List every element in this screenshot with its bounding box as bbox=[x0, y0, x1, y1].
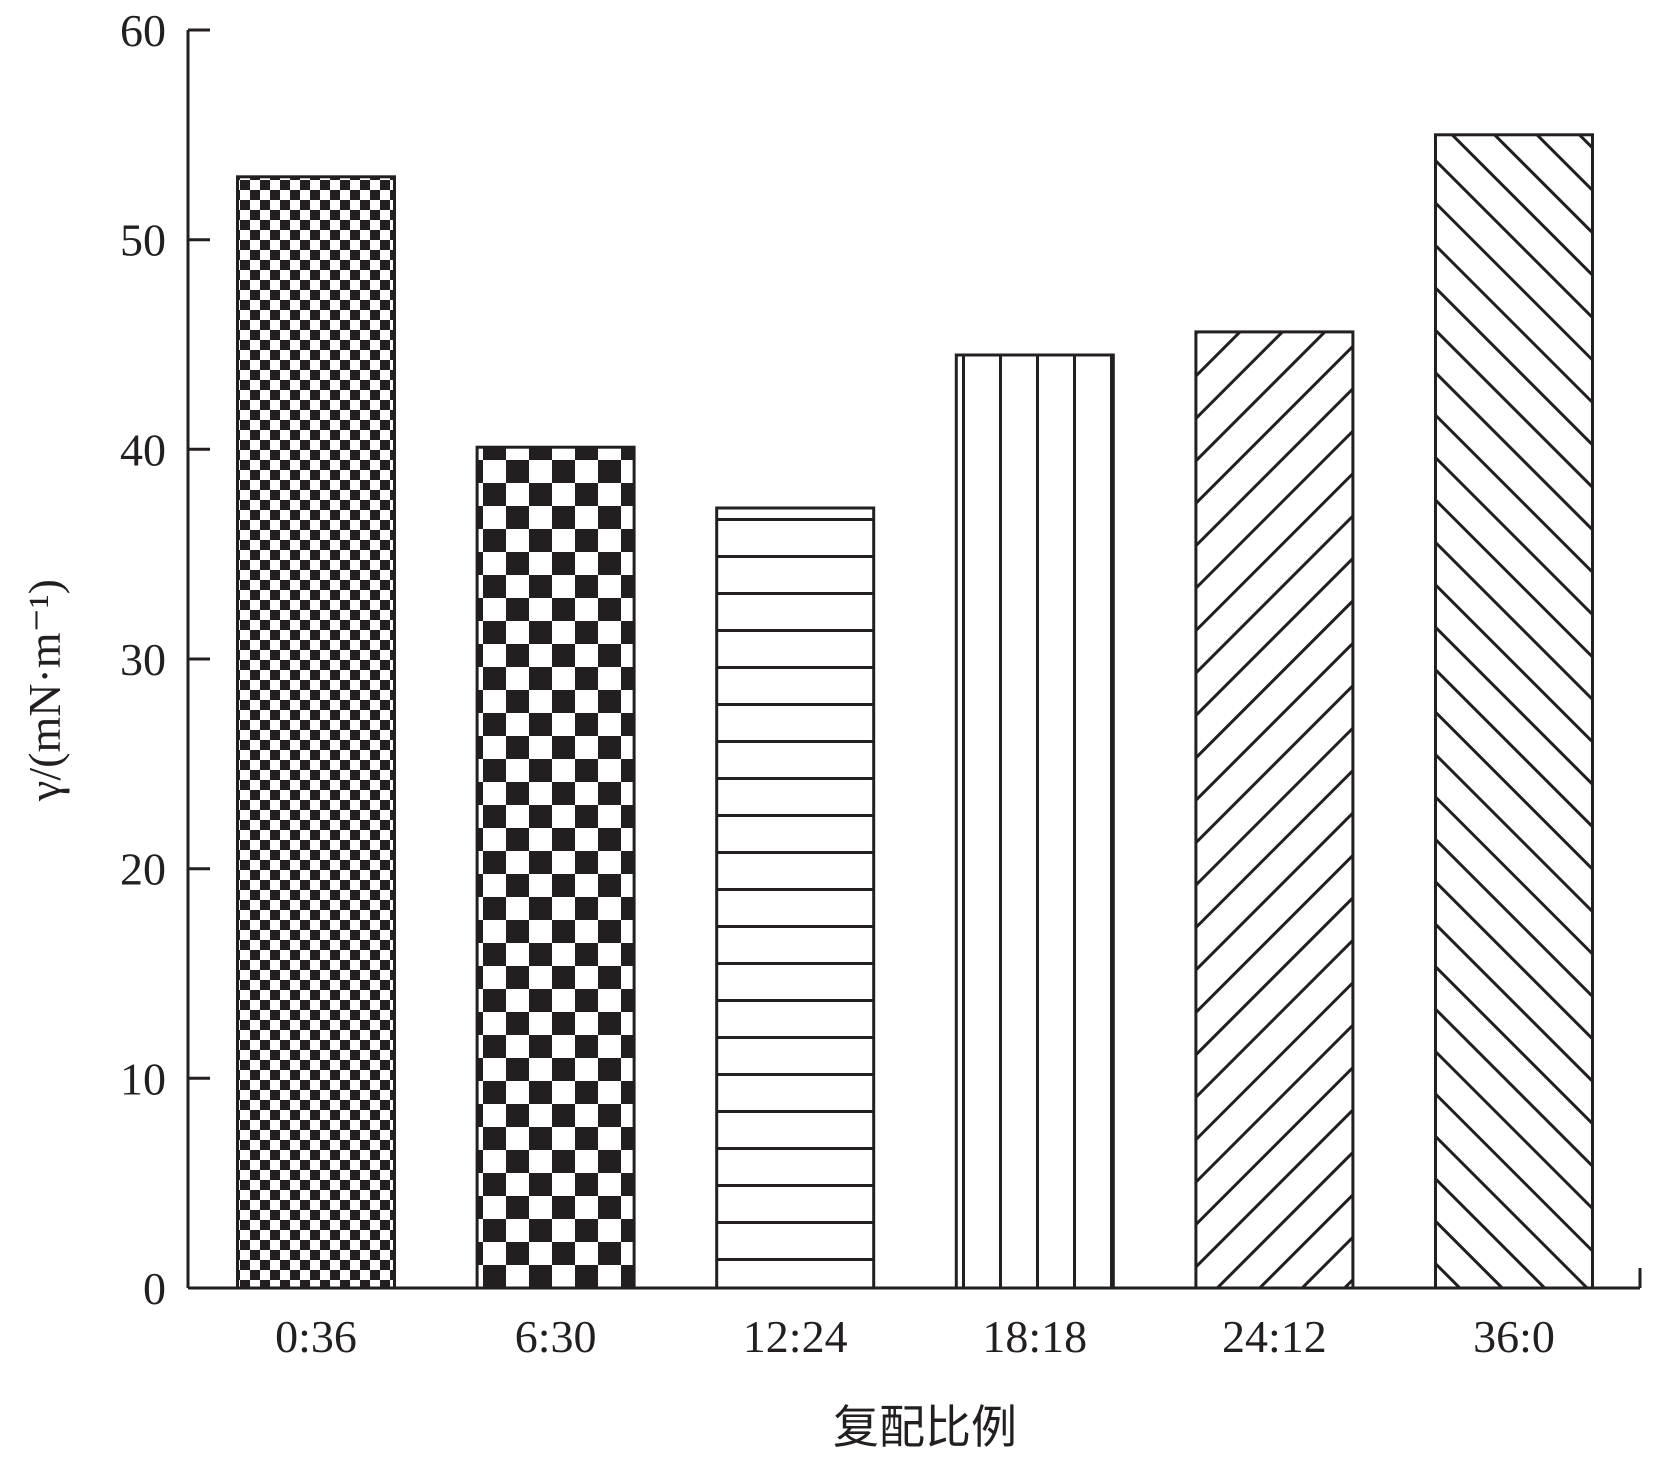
x-tick-label: 0:36 bbox=[275, 1311, 357, 1362]
x-tick-label: 18:18 bbox=[982, 1311, 1087, 1362]
labels-layer: 0:36 6:30 12:24 18:18 24:12 36:0 0 10 20 30 40 50 60 bbox=[120, 5, 1555, 1362]
x-axis-title: 复配比例 bbox=[833, 1402, 1017, 1453]
bars-layer bbox=[236, 133, 1594, 1290]
y-tick-label: 0 bbox=[143, 1263, 166, 1314]
bar-24-12 bbox=[1194, 330, 1355, 1290]
y-tick-label: 10 bbox=[120, 1053, 166, 1104]
y-tick-label: 30 bbox=[120, 634, 166, 685]
y-tick-label: 20 bbox=[120, 844, 166, 895]
bar-36-0 bbox=[1434, 133, 1594, 1290]
x-tick-label: 12:24 bbox=[743, 1311, 848, 1362]
bar-0-36 bbox=[236, 175, 396, 1290]
bar-6-30 bbox=[475, 445, 636, 1290]
y-tick-label: 50 bbox=[120, 215, 166, 266]
x-tick-label: 36:0 bbox=[1473, 1311, 1555, 1362]
y-tick-label: 60 bbox=[120, 5, 166, 56]
y-tick-label: 40 bbox=[120, 424, 166, 475]
bar-12-24 bbox=[715, 506, 876, 1290]
x-tick-label: 24:12 bbox=[1222, 1311, 1327, 1362]
axes-layer bbox=[186, 28, 1642, 1290]
bar-18-18 bbox=[954, 353, 1115, 1290]
x-tick-label: 6:30 bbox=[515, 1311, 597, 1362]
y-axis-title: γ/(mN·m⁻¹) bbox=[19, 579, 70, 802]
